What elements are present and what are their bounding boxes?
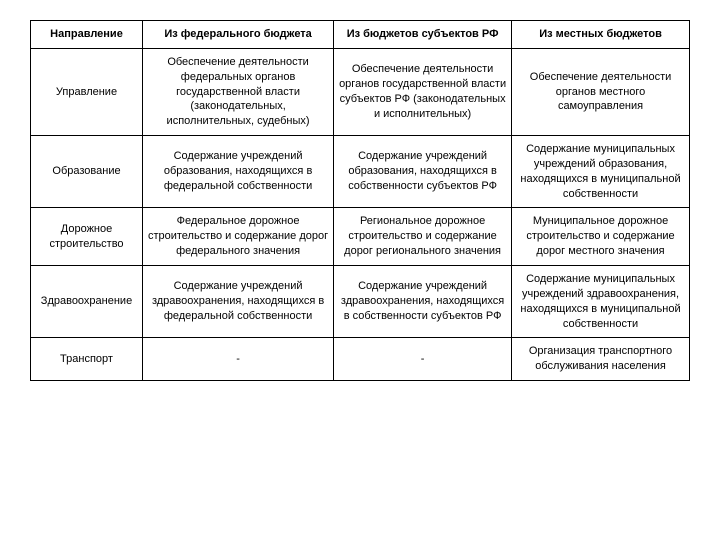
cell-regional: Обеспечение деятельности органов государ…: [334, 48, 512, 135]
cell-federal: Содержание учреждений образования, наход…: [143, 136, 334, 208]
cell-federal: Обеспечение деятельности федеральных орг…: [143, 48, 334, 135]
row-name: Транспорт: [31, 338, 143, 381]
cell-local: Обеспечение деятельности органов местног…: [512, 48, 690, 135]
cell-regional: -: [334, 338, 512, 381]
table-row: Управление Обеспечение деятельности феде…: [31, 48, 690, 135]
header-row: Направление Из федерального бюджета Из б…: [31, 21, 690, 49]
budget-table: Направление Из федерального бюджета Из б…: [30, 20, 690, 381]
header-regional: Из бюджетов субъектов РФ: [334, 21, 512, 49]
cell-federal: Федеральное дорожное строительство и сод…: [143, 208, 334, 266]
header-direction: Направление: [31, 21, 143, 49]
table-row: Транспорт - - Организация транспортного …: [31, 338, 690, 381]
cell-federal: -: [143, 338, 334, 381]
cell-regional: Содержание учреждений образования, наход…: [334, 136, 512, 208]
table-row: Дорожное строительство Федеральное дорож…: [31, 208, 690, 266]
cell-federal: Содержание учреждений здравоохранения, н…: [143, 265, 334, 337]
cell-local: Организация транспортного обслуживания н…: [512, 338, 690, 381]
cell-local: Муниципальное дорожное строительство и с…: [512, 208, 690, 266]
row-name: Образование: [31, 136, 143, 208]
cell-local: Содержание муниципальных учреждений здра…: [512, 265, 690, 337]
row-name: Здравоохранение: [31, 265, 143, 337]
row-name: Управление: [31, 48, 143, 135]
table-row: Здравоохранение Содержание учреждений зд…: [31, 265, 690, 337]
cell-regional: Содержание учреждений здравоохранения, н…: [334, 265, 512, 337]
row-name: Дорожное строительство: [31, 208, 143, 266]
header-local: Из местных бюджетов: [512, 21, 690, 49]
cell-local: Содержание муниципальных учреждений обра…: [512, 136, 690, 208]
cell-regional: Региональное дорожное строительство и со…: [334, 208, 512, 266]
table-row: Образование Содержание учреждений образо…: [31, 136, 690, 208]
header-federal: Из федерального бюджета: [143, 21, 334, 49]
